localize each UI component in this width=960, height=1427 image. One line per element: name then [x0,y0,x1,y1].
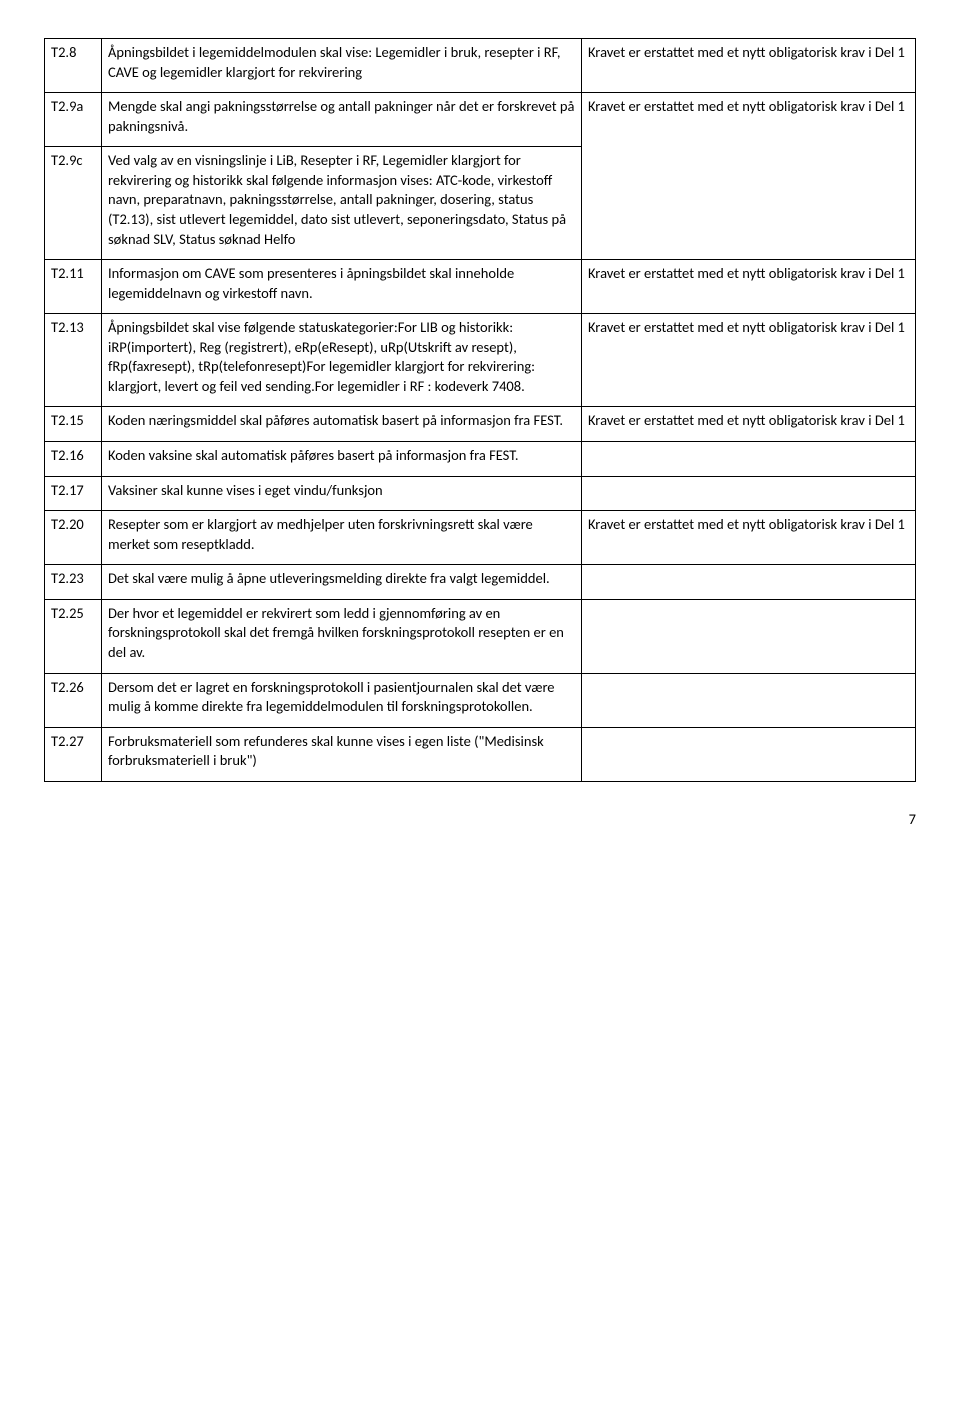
req-desc: Resepter som er klargjort av medhjelper … [102,511,582,565]
req-note: Kravet er erstattet med et nytt obligato… [582,93,916,260]
req-note [582,442,916,477]
req-note [582,565,916,600]
req-desc: Det skal være mulig å åpne utleveringsme… [102,565,582,600]
table-row: T2.25 Der hvor et legemiddel er rekvirer… [45,599,916,673]
req-id: T2.17 [45,476,102,511]
req-id: T2.8 [45,39,102,93]
table-row: T2.9a Mengde skal angi pakningsstørrelse… [45,93,916,147]
req-note: Kravet er erstattet med et nytt obligato… [582,314,916,407]
req-id: T2.11 [45,260,102,314]
req-desc: Åpningsbildet skal vise følgende statusk… [102,314,582,407]
req-desc: Mengde skal angi pakningsstørrelse og an… [102,93,582,147]
table-row: T2.8 Åpningsbildet i legemiddelmodulen s… [45,39,916,93]
req-desc: Åpningsbildet i legemiddelmodulen skal v… [102,39,582,93]
table-row: T2.15 Koden næringsmiddel skal påføres a… [45,407,916,442]
req-desc: Koden vaksine skal automatisk påføres ba… [102,442,582,477]
req-id: T2.16 [45,442,102,477]
req-note [582,727,916,781]
req-note: Kravet er erstattet med et nytt obligato… [582,511,916,565]
req-desc: Vaksiner skal kunne vises i eget vindu/f… [102,476,582,511]
req-id: T2.13 [45,314,102,407]
req-note [582,476,916,511]
req-desc: Der hvor et legemiddel er rekvirert som … [102,599,582,673]
req-id: T2.15 [45,407,102,442]
req-note: Kravet er erstattet med et nytt obligato… [582,407,916,442]
req-id: T2.9c [45,147,102,260]
table-row: T2.20 Resepter som er klargjort av medhj… [45,511,916,565]
req-id: T2.9a [45,93,102,147]
req-note [582,673,916,727]
req-desc: Informasjon om CAVE som presenteres i åp… [102,260,582,314]
req-desc: Dersom det er lagret en forskningsprotok… [102,673,582,727]
table-row: T2.17 Vaksiner skal kunne vises i eget v… [45,476,916,511]
req-note: Kravet er erstattet med et nytt obligato… [582,260,916,314]
req-note [582,599,916,673]
table-row: T2.23 Det skal være mulig å åpne utlever… [45,565,916,600]
req-desc: Forbruksmateriell som refunderes skal ku… [102,727,582,781]
table-row: T2.13 Åpningsbildet skal vise følgende s… [45,314,916,407]
page-number: 7 [44,810,916,830]
req-id: T2.27 [45,727,102,781]
req-desc: Ved valg av en visningslinje i LiB, Rese… [102,147,582,260]
table-row: T2.26 Dersom det er lagret en forsknings… [45,673,916,727]
req-note: Kravet er erstattet med et nytt obligato… [582,39,916,93]
req-id: T2.23 [45,565,102,600]
req-id: T2.26 [45,673,102,727]
requirements-table: T2.8 Åpningsbildet i legemiddelmodulen s… [44,38,916,782]
req-id: T2.25 [45,599,102,673]
req-desc: Koden næringsmiddel skal påføres automat… [102,407,582,442]
req-id: T2.20 [45,511,102,565]
table-row: T2.11 Informasjon om CAVE som presentere… [45,260,916,314]
table-row: T2.27 Forbruksmateriell som refunderes s… [45,727,916,781]
table-row: T2.16 Koden vaksine skal automatisk påfø… [45,442,916,477]
